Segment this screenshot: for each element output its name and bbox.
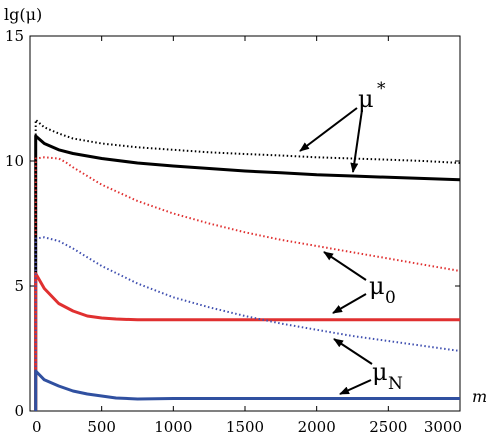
x-tick-label: 2000: [298, 418, 336, 436]
series-line-1: [34, 134, 461, 411]
annotation-mu-star-superscript: *: [377, 79, 386, 99]
y-tick-label: 0: [14, 402, 24, 420]
arrow-mu-star-estimate: [350, 109, 363, 173]
y-axis-ticks: 0 5 10 15: [5, 27, 460, 420]
series-line-3: [34, 272, 460, 411]
arrow-mu-0-bound: [323, 251, 367, 281]
arrow-mu-star-bound: [299, 107, 358, 152]
annotation-mu-n: μ N: [333, 338, 403, 395]
series-line-5: [34, 369, 460, 411]
y-tick-label: 5: [14, 277, 24, 295]
annotation-mu-star-label: μ: [358, 85, 374, 113]
annotation-mu-0-label: μ: [369, 272, 385, 300]
series-line-4: [34, 236, 461, 411]
x-tick-label: 3000: [424, 418, 462, 436]
y-tick-label: 10: [5, 152, 24, 170]
series-layer: [34, 118, 461, 411]
series-line-0: [34, 118, 461, 411]
arrow-mu-n-estimate: [339, 379, 372, 395]
y-axis-label: lg(μ): [4, 5, 42, 24]
y-tick-label: 15: [5, 27, 24, 45]
x-tick-label: 2500: [369, 418, 407, 436]
annotation-mu-n-subscript: N: [388, 374, 403, 394]
annotation-mu-0: μ 0: [323, 251, 396, 314]
annotation-mu-n-label: μ: [372, 358, 388, 386]
arrow-mu-0-estimate: [332, 293, 367, 314]
annotation-mu-0-subscript: 0: [385, 288, 396, 308]
x-tick-label: 1500: [226, 418, 264, 436]
x-tick-label: 1000: [154, 418, 192, 436]
x-axis-label: m: [472, 387, 487, 406]
x-axis-ticks: 0 500 1000 1500 2000 2500 3000: [29, 36, 462, 436]
plot-area: [29, 35, 461, 412]
x-tick-label: 0: [32, 418, 42, 436]
arrow-mu-n-bound: [333, 338, 373, 365]
annotation-mu-star: μ *: [299, 79, 386, 173]
x-tick-label: 500: [87, 418, 116, 436]
series-line-2: [34, 156, 461, 411]
